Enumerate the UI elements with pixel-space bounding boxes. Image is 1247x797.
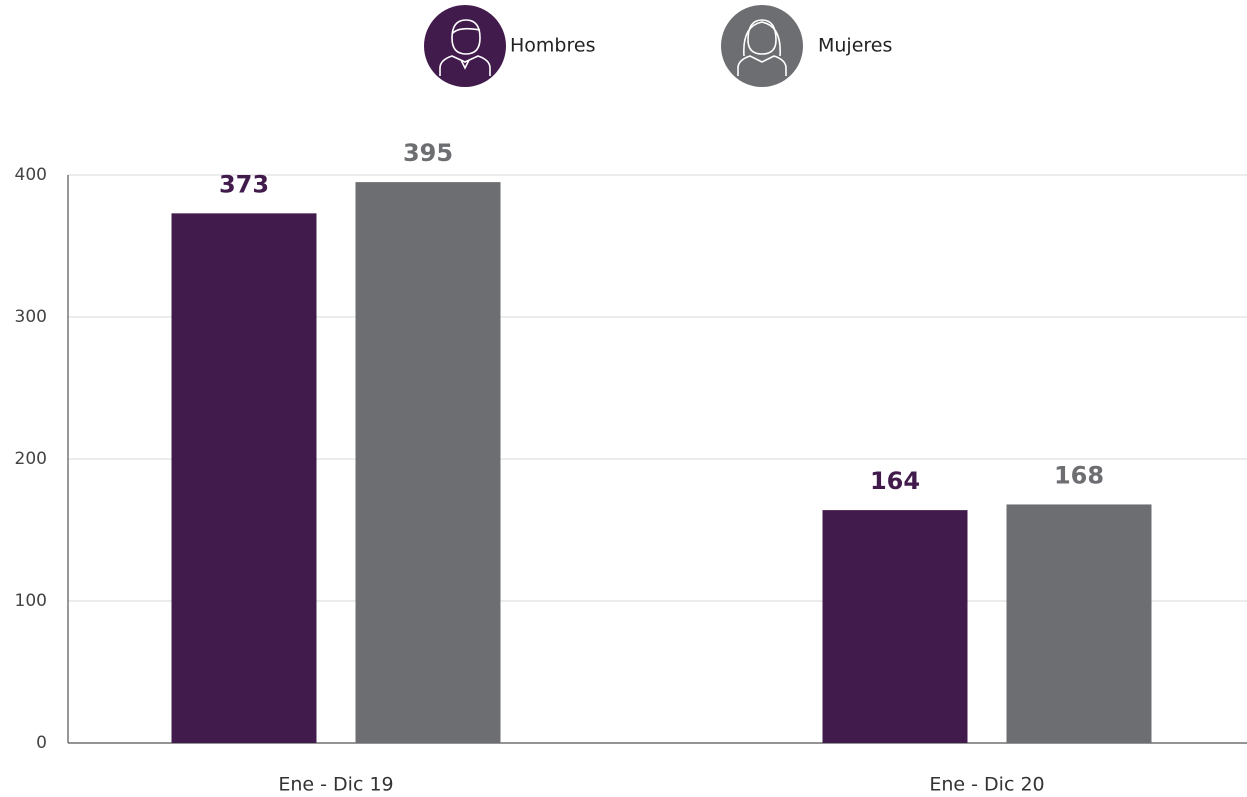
value-label: 168	[1054, 461, 1104, 489]
bar	[171, 213, 317, 744]
y-tick-label: 0	[36, 733, 47, 753]
bar	[1006, 504, 1152, 743]
y-tick-label: 400	[15, 165, 47, 185]
x-tick-label: Ene - Dic 19	[278, 774, 393, 796]
legend-icon	[424, 5, 506, 87]
x-tick-label: Ene - Dic 20	[929, 774, 1044, 796]
y-tick-label: 300	[15, 307, 47, 327]
value-label: 164	[870, 467, 920, 495]
bar	[355, 182, 501, 744]
woman-icon	[737, 19, 787, 76]
man-icon	[439, 19, 491, 76]
bar	[822, 510, 968, 743]
legend-label: Mujeres	[818, 35, 892, 57]
y-tick-label: 200	[15, 449, 47, 469]
y-tick-label: 100	[15, 591, 47, 611]
legend-icon	[721, 5, 803, 87]
value-label: 395	[403, 139, 453, 167]
value-label: 373	[219, 170, 269, 198]
legend-label: Hombres	[510, 35, 595, 57]
legend: Hombres Mujeres	[424, 5, 892, 87]
